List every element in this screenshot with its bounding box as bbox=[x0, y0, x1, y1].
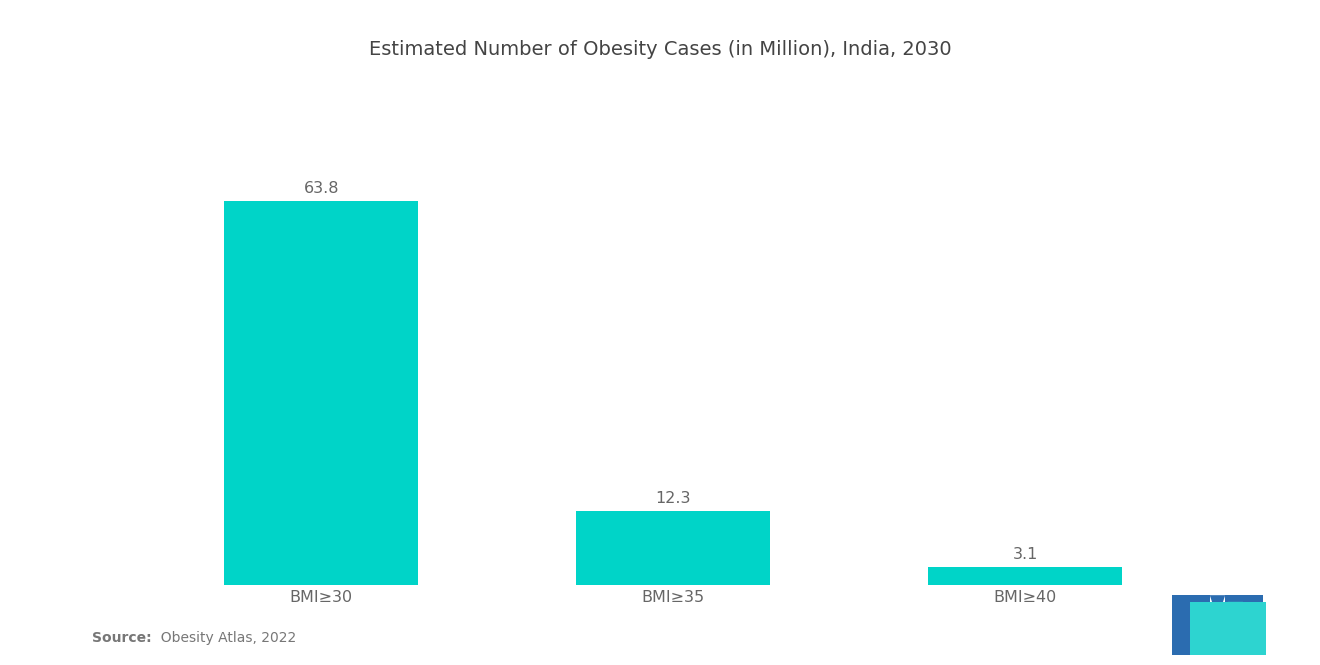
Polygon shape bbox=[1189, 602, 1228, 655]
Text: 3.1: 3.1 bbox=[1012, 547, 1038, 562]
Bar bbox=[577, 511, 770, 585]
Bar bbox=[224, 201, 418, 585]
Polygon shape bbox=[1209, 595, 1225, 618]
Text: Estimated Number of Obesity Cases (in Million), India, 2030: Estimated Number of Obesity Cases (in Mi… bbox=[368, 40, 952, 59]
Polygon shape bbox=[1172, 595, 1209, 655]
Polygon shape bbox=[1228, 602, 1266, 655]
Polygon shape bbox=[1225, 595, 1263, 655]
Text: Obesity Atlas, 2022: Obesity Atlas, 2022 bbox=[152, 631, 296, 645]
Text: Source:: Source: bbox=[92, 631, 152, 645]
Bar bbox=[928, 567, 1122, 585]
Polygon shape bbox=[1228, 602, 1243, 625]
Text: 63.8: 63.8 bbox=[304, 181, 339, 196]
Text: 12.3: 12.3 bbox=[656, 491, 690, 506]
